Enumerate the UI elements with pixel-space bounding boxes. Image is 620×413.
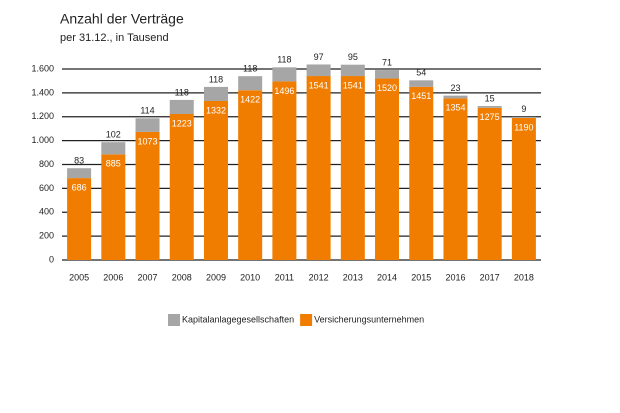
bar-segment <box>443 95 468 99</box>
value-label: 1190 <box>514 122 533 132</box>
value-label: 1541 <box>309 80 329 90</box>
bar-segment <box>511 116 536 118</box>
value-label: 118 <box>243 64 257 74</box>
bar-segment <box>169 114 194 261</box>
x-tick-label: 2008 <box>172 272 192 282</box>
value-label: 102 <box>106 130 121 140</box>
x-tick-label: 2014 <box>377 272 397 282</box>
value-label: 1541 <box>343 80 363 90</box>
bar-segment <box>135 131 160 260</box>
y-tick-label: 1.400 <box>31 87 54 97</box>
value-label: 9 <box>521 104 526 114</box>
bar-segment <box>443 98 468 261</box>
value-label: 1422 <box>240 95 260 105</box>
x-tick-label: 2011 <box>275 272 294 282</box>
value-label: 118 <box>277 55 291 65</box>
bar-segment <box>340 76 365 260</box>
value-label: 686 <box>72 182 87 192</box>
bar-segment <box>272 81 297 260</box>
x-tick-label: 2009 <box>206 272 226 282</box>
bar-segment <box>340 64 365 77</box>
y-tick-label: 400 <box>39 207 54 217</box>
bar-segment <box>67 178 92 260</box>
bar-segment <box>409 80 434 87</box>
bar-segment <box>375 78 400 260</box>
y-tick-label: 0 <box>49 254 54 264</box>
legend-label: Kapitalanlagegesellschaften <box>182 314 294 324</box>
value-label: 97 <box>314 52 324 62</box>
x-tick-label: 2006 <box>103 272 123 282</box>
value-label: 1520 <box>377 83 397 93</box>
bar-segment <box>238 76 263 91</box>
bar-segment <box>101 154 126 260</box>
value-label: 83 <box>74 156 84 166</box>
bar-segment <box>238 90 263 260</box>
y-tick-label: 200 <box>39 231 54 241</box>
bar-segment <box>101 142 126 155</box>
x-tick-label: 2017 <box>480 272 500 282</box>
bar-segment <box>477 107 502 260</box>
bar-segment <box>67 168 92 179</box>
value-label: 71 <box>382 57 392 67</box>
bar-segment <box>409 86 434 261</box>
legend-label: Versicherungsunternehmen <box>314 314 424 324</box>
bar-segment <box>375 70 400 79</box>
value-label: 1451 <box>411 91 431 101</box>
value-label: 1354 <box>445 103 465 113</box>
value-label: 1073 <box>138 136 158 146</box>
value-label: 54 <box>416 68 426 78</box>
bar-segment <box>306 76 331 260</box>
legend-swatch <box>168 314 180 326</box>
bar-segment <box>477 106 502 108</box>
bar-segment <box>511 117 536 260</box>
value-label: 1496 <box>274 86 294 96</box>
bar-segment <box>203 100 228 261</box>
x-tick-label: 2010 <box>240 272 260 282</box>
x-tick-label: 2012 <box>309 272 329 282</box>
x-tick-label: 2016 <box>445 272 465 282</box>
legend-swatch <box>300 314 313 326</box>
x-tick-label: 2007 <box>138 272 158 282</box>
value-label: 1223 <box>172 118 192 128</box>
value-label: 885 <box>106 159 121 169</box>
x-tick-label: 2005 <box>69 272 89 282</box>
bar-segment <box>203 86 228 101</box>
bar-segment <box>272 67 297 82</box>
value-label: 1332 <box>206 105 226 115</box>
value-label: 114 <box>140 106 154 116</box>
chart-subtitle: per 31.12., in Tausend <box>60 32 169 44</box>
value-label: 118 <box>175 87 189 97</box>
x-tick-label: 2018 <box>514 272 534 282</box>
y-tick-label: 1.000 <box>31 135 54 145</box>
value-label: 23 <box>450 83 460 93</box>
y-tick-label: 1.200 <box>31 111 54 121</box>
y-tick-label: 600 <box>39 183 54 193</box>
value-label: 118 <box>209 74 223 84</box>
bar-segment <box>169 99 194 115</box>
bar-segment <box>135 118 160 132</box>
x-tick-label: 2013 <box>343 272 363 282</box>
y-tick-label: 1.600 <box>31 63 54 73</box>
value-label: 15 <box>485 93 495 103</box>
value-label: 1275 <box>480 112 500 122</box>
chart-title: Anzahl der Verträge <box>60 11 184 27</box>
y-tick-label: 800 <box>39 159 54 169</box>
x-tick-label: 2015 <box>411 272 431 282</box>
value-label: 95 <box>348 52 358 62</box>
bar-segment <box>306 64 331 77</box>
